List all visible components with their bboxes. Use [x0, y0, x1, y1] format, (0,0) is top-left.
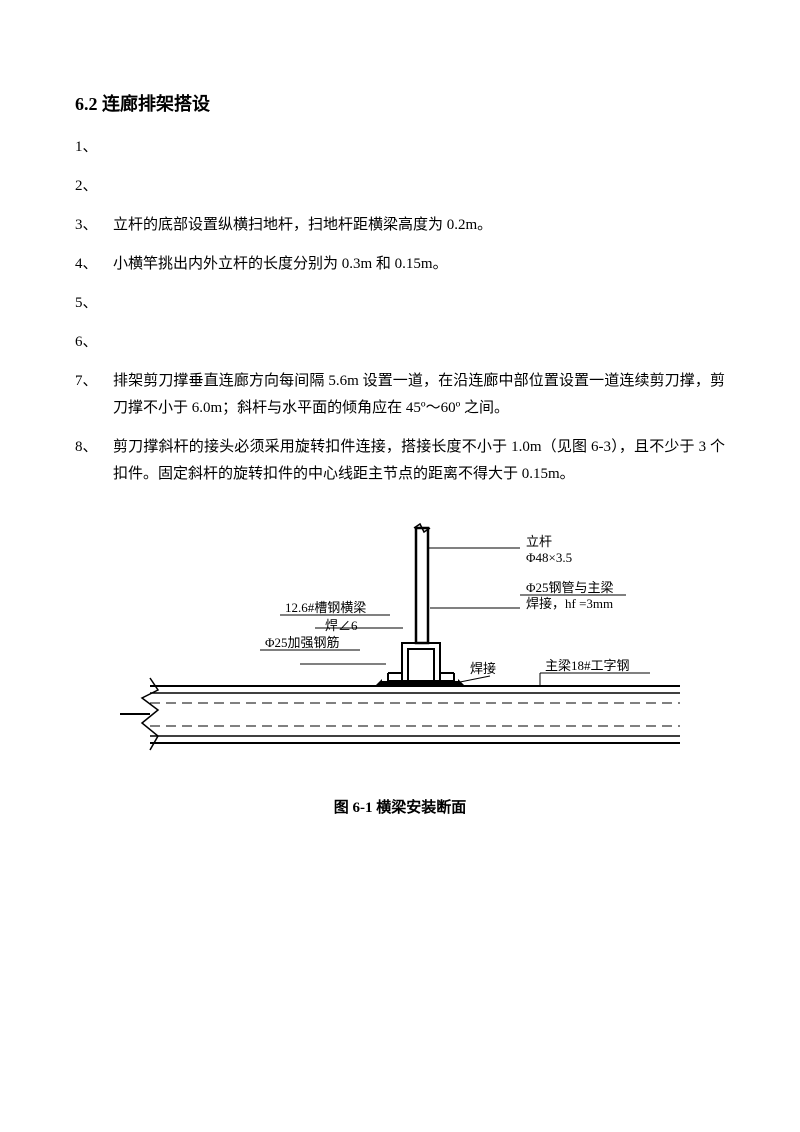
- list-item: 8、 剪刀撑斜杆的接头必须采用旋转扣件连接，搭接长度不小于 1.0m（见图 6-…: [75, 434, 725, 488]
- list-item: 5、: [75, 290, 725, 317]
- list-item: 7、 排架剪刀撑垂直连廊方向每间隔 5.6m 设置一道，在沿连廊中部位置设置一道…: [75, 368, 725, 422]
- item-text: 立杆的底部设置纵横扫地杆，扫地杆距横梁高度为 0.2m。: [113, 212, 725, 239]
- label-main-beam: 主梁18#工字钢: [545, 658, 630, 673]
- main-beam: [120, 678, 680, 750]
- section-title: 连廊排架搭设: [102, 94, 210, 114]
- item-number: 8、: [75, 434, 113, 488]
- section-number: 6.2: [75, 94, 98, 114]
- section-heading: 6.2 连廊排架搭设: [75, 90, 725, 116]
- item-text: 排架剪刀撑垂直连廊方向每间隔 5.6m 设置一道，在沿连廊中部位置设置一道连续剪…: [113, 368, 725, 422]
- item-number: 1、: [75, 134, 113, 161]
- list-item: 6、: [75, 329, 725, 356]
- label-channel-weld: 焊∠6: [325, 618, 358, 633]
- item-text: [113, 290, 725, 317]
- figure-diagram: 立杆 Φ48×3.5 Φ25钢管与主梁 焊接，hf =3mm 12.6#槽钢横梁…: [120, 518, 680, 778]
- label-pipe-weld: 焊接，hf =3mm: [526, 596, 613, 611]
- list-item: 4、 小横竿挑出内外立杆的长度分别为 0.3m 和 0.15m。: [75, 251, 725, 278]
- label-pole-spec: Φ48×3.5: [526, 550, 572, 565]
- item-number: 6、: [75, 329, 113, 356]
- item-number: 3、: [75, 212, 113, 239]
- item-text: 剪刀撑斜杆的接头必须采用旋转扣件连接，搭接长度不小于 1.0m（见图 6-3），…: [113, 434, 725, 488]
- label-pole: 立杆: [526, 534, 552, 549]
- labels: 立杆 Φ48×3.5 Φ25钢管与主梁 焊接，hf =3mm 12.6#槽钢横梁…: [260, 534, 650, 686]
- label-channel-beam: 12.6#槽钢横梁: [285, 600, 366, 615]
- item-number: 5、: [75, 290, 113, 317]
- figure-container: 立杆 Φ48×3.5 Φ25钢管与主梁 焊接，hf =3mm 12.6#槽钢横梁…: [75, 518, 725, 817]
- item-number: 2、: [75, 173, 113, 200]
- item-text: 小横竿挑出内外立杆的长度分别为 0.3m 和 0.15m。: [113, 251, 725, 278]
- item-text: [113, 173, 725, 200]
- item-text: [113, 329, 725, 356]
- label-pipe-beam: Φ25钢管与主梁: [526, 580, 614, 595]
- item-list: 1、 2、 3、 立杆的底部设置纵横扫地杆，扫地杆距横梁高度为 0.2m。 4、…: [75, 134, 725, 488]
- item-text: [113, 134, 725, 161]
- list-item: 3、 立杆的底部设置纵横扫地杆，扫地杆距横梁高度为 0.2m。: [75, 212, 725, 239]
- label-weld: 焊接: [470, 661, 496, 676]
- figure-caption: 图 6-1 横梁安装断面: [75, 796, 725, 817]
- item-number: 4、: [75, 251, 113, 278]
- item-number: 7、: [75, 368, 113, 422]
- label-rebar: Φ25加强钢筋: [265, 635, 340, 650]
- list-item: 1、: [75, 134, 725, 161]
- list-item: 2、: [75, 173, 725, 200]
